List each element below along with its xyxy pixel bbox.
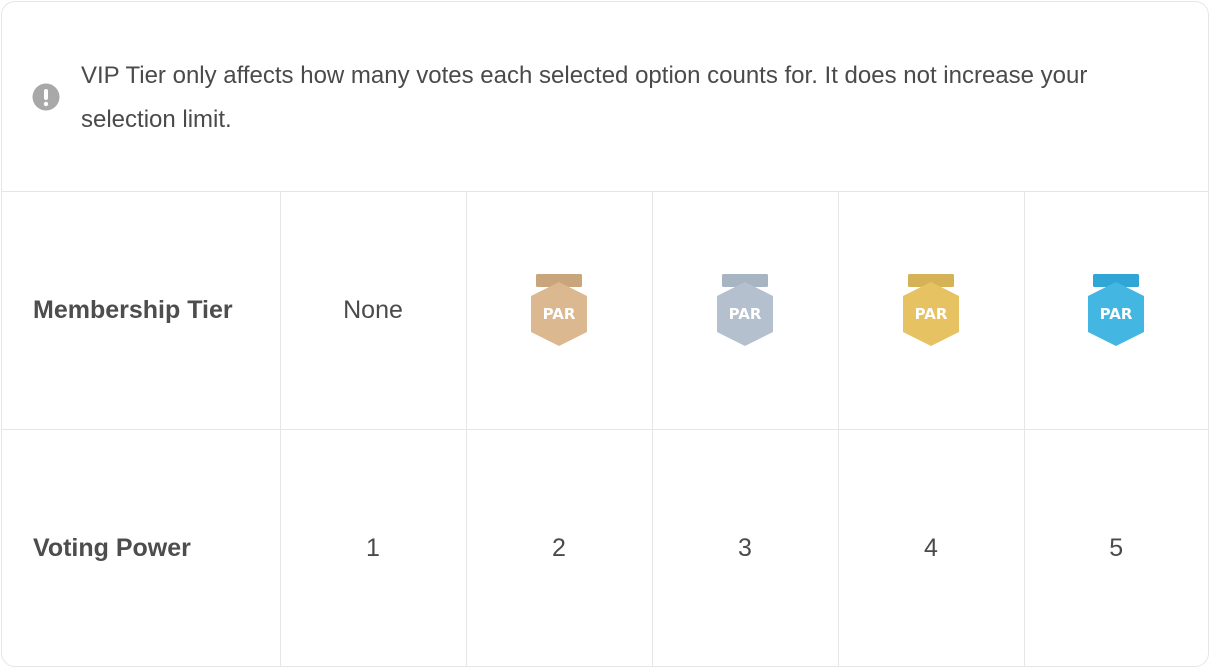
exclamation-circle-icon — [32, 83, 60, 111]
bronze-badge-icon: PAR — [528, 273, 590, 348]
tier-cell-bronze: PAR — [466, 192, 653, 430]
voting-power-value: 1 — [280, 429, 467, 666]
voting-power-value: 3 — [652, 429, 839, 666]
voting-power-label: Voting Power — [2, 429, 281, 666]
tier-cell-none: None — [280, 192, 467, 430]
tier-cell-gold: PAR — [838, 192, 1025, 430]
badge-text: PAR — [543, 305, 576, 323]
badge-ribbon — [536, 273, 582, 287]
notice-banner: VIP Tier only affects how many votes eac… — [2, 2, 1208, 192]
tier-cell-silver: PAR — [652, 192, 839, 430]
notice-text: VIP Tier only affects how many votes eac… — [81, 62, 1088, 133]
diamond-badge-icon: PAR — [1085, 273, 1147, 348]
gold-badge-icon: PAR — [900, 273, 962, 348]
badge-ribbon — [1093, 273, 1140, 287]
voting-power-row: Voting Power 1 2 3 4 5 — [2, 429, 1208, 666]
voting-power-value: 5 — [1109, 534, 1124, 562]
membership-tier-row: Membership Tier None PAR PAR PAR PAR — [2, 192, 1208, 430]
voting-power-value: 2 — [466, 429, 653, 666]
badge-text: PAR — [915, 305, 948, 323]
tier-table: Membership Tier None PAR PAR PAR PAR Vot… — [2, 192, 1208, 666]
badge-text: PAR — [1100, 305, 1133, 323]
badge-body — [531, 281, 587, 346]
badge-body — [903, 281, 959, 346]
voting-power-value: 4 — [838, 429, 1025, 666]
tier-cell-diamond: PAR — [1024, 192, 1208, 430]
badge-body — [717, 281, 773, 346]
badge-text: PAR — [729, 305, 762, 323]
membership-tier-label: Membership Tier — [2, 192, 281, 430]
silver-badge-icon: PAR — [714, 273, 776, 348]
badge-body — [1088, 281, 1145, 346]
badge-ribbon — [908, 273, 954, 287]
badge-ribbon — [722, 273, 768, 287]
